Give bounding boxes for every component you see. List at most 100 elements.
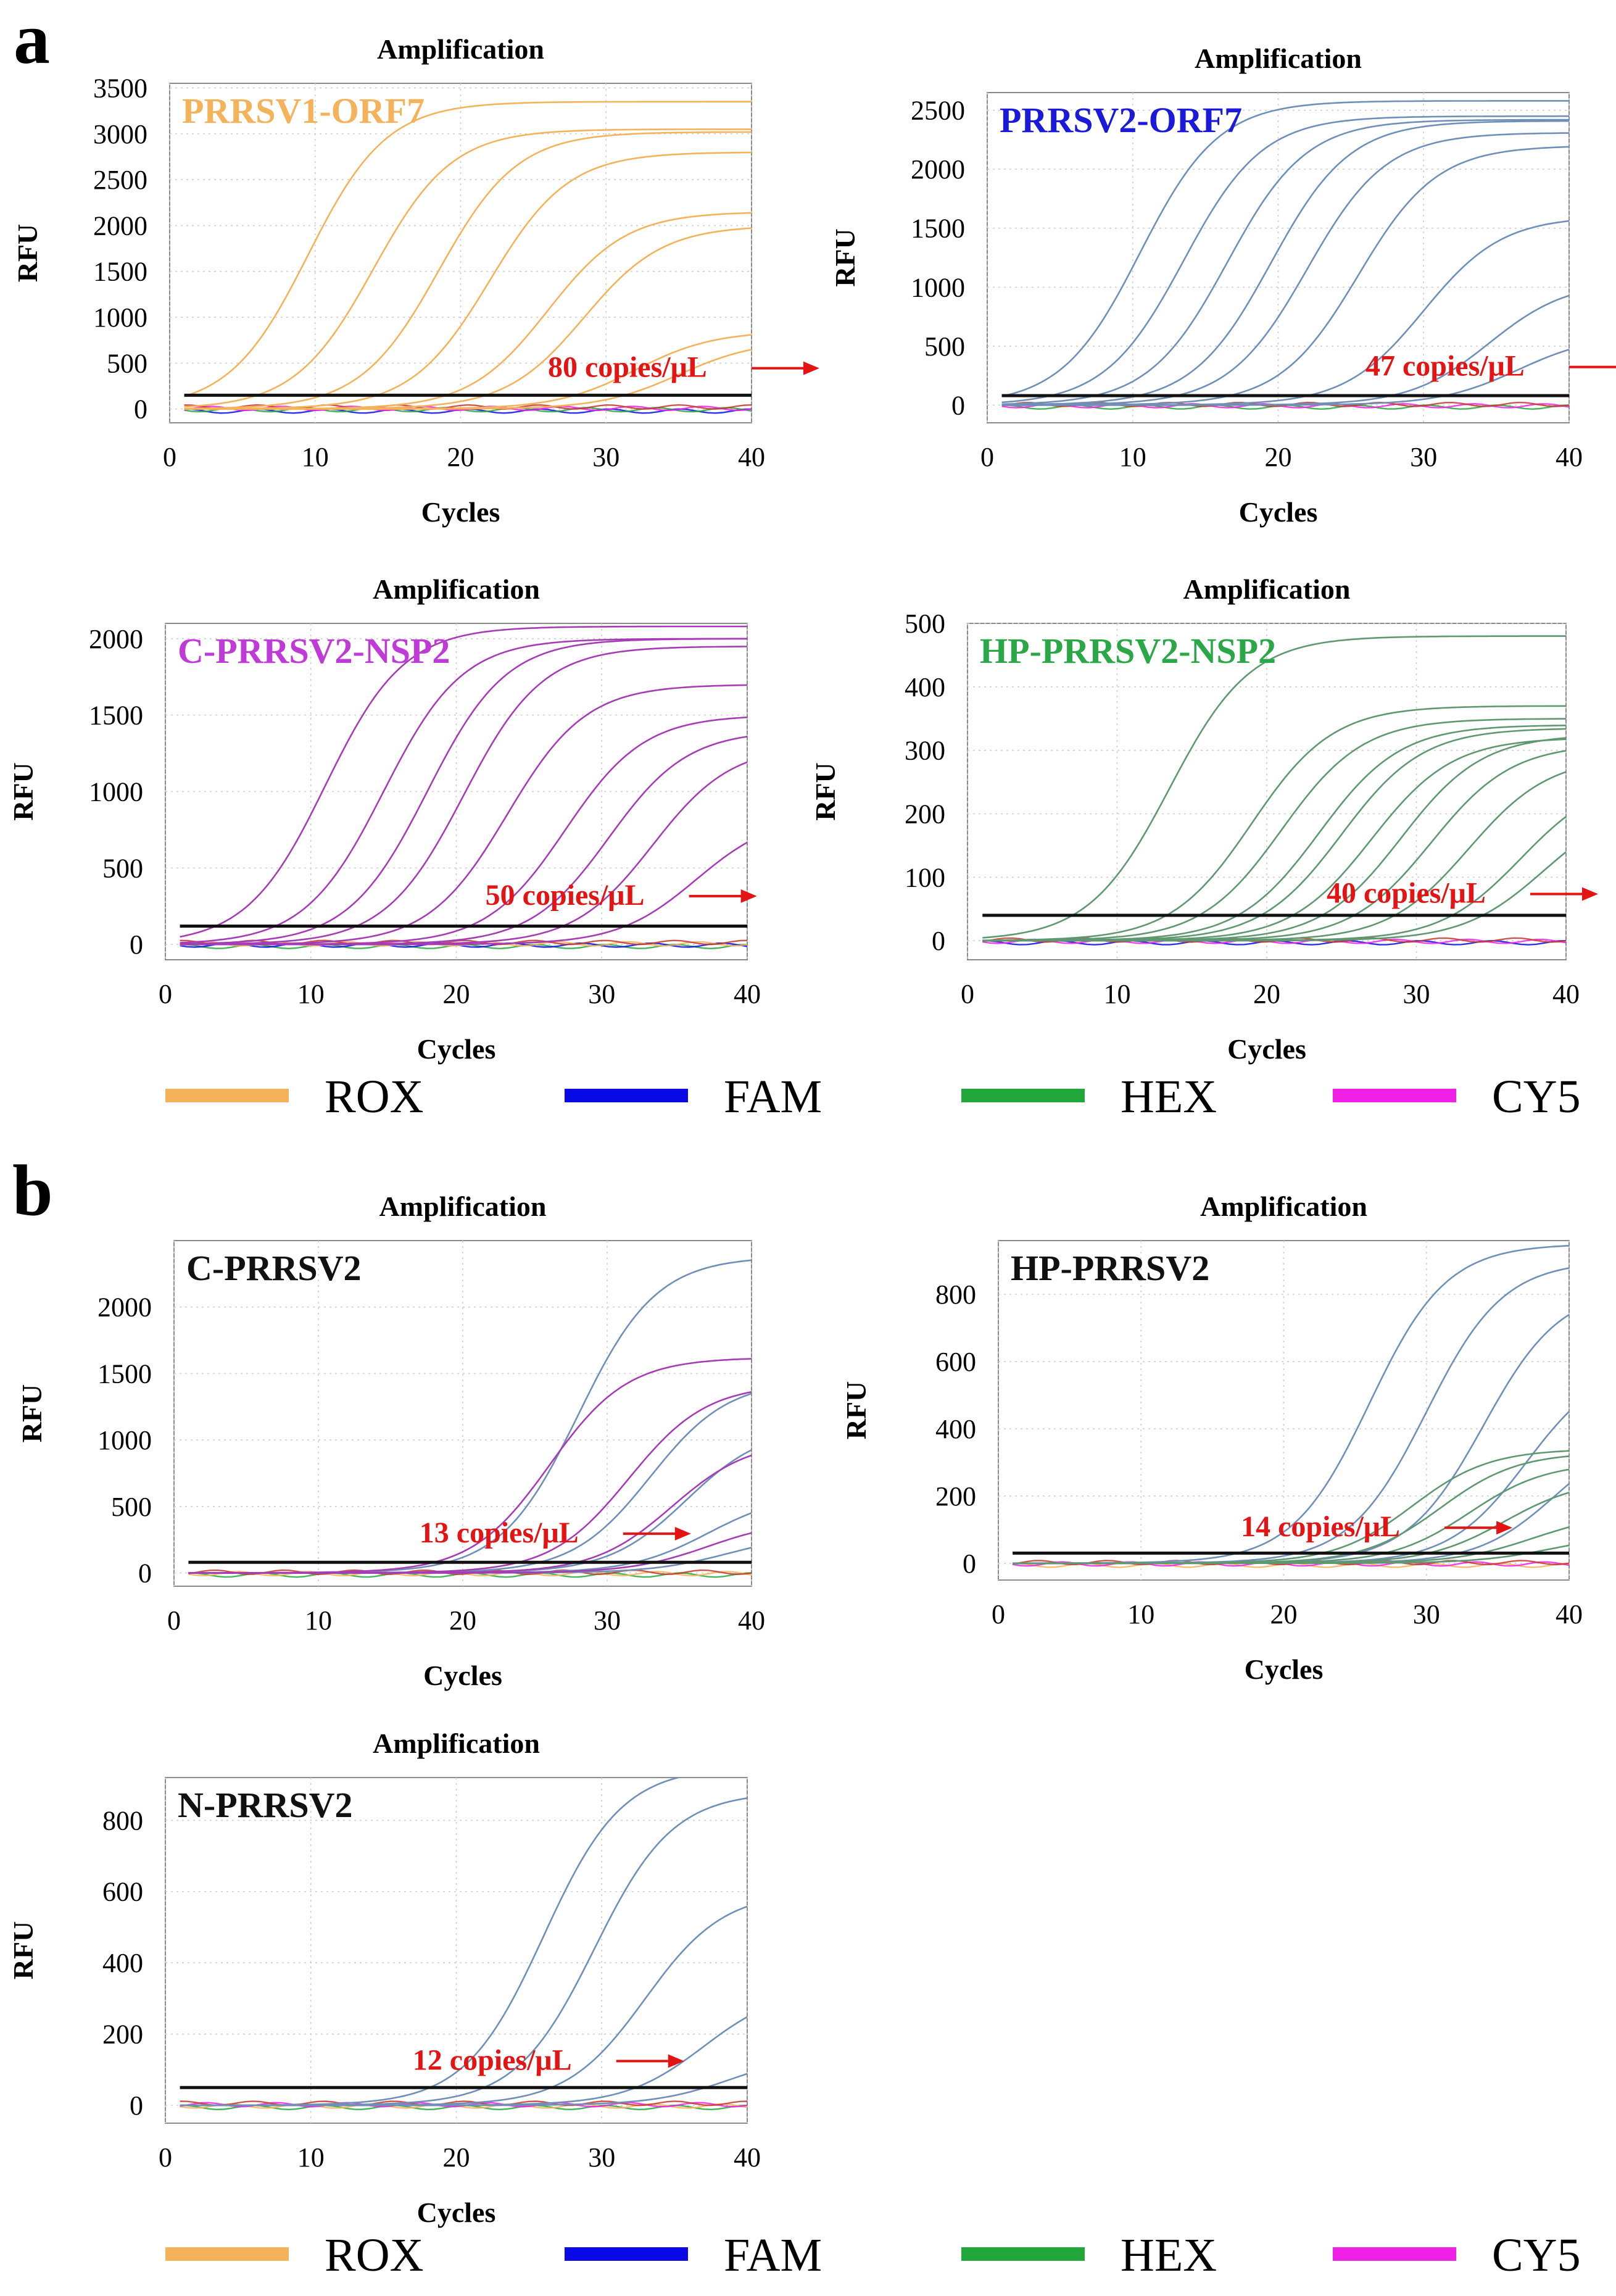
baseline-series [1012,1561,1569,1567]
amplification-curve-3 [982,718,1566,942]
legend-swatch-fam [565,2247,688,2261]
x-axis-label: Cycles [1239,496,1318,528]
annotation-arrow-head [1582,887,1598,901]
curve-group [184,101,752,414]
chart-a1: 0 10 20 30 40 0 500 1000 1500 2000 2500 3000 3500 Amp… [12,33,819,528]
x-tick-label: 0 [159,2142,172,2173]
y-tick-label: 0 [130,930,143,960]
amplification-curve-1 [180,625,747,938]
y-tick-label: 1500 [97,1358,152,1389]
panel-letter-b: b [12,1150,53,1231]
y-tick-label: 2000 [89,624,143,654]
detection-limit-annotation: 50 copies/μL [486,879,645,912]
y-tick-label: 3000 [93,119,147,149]
x-tick-label: 0 [980,442,994,472]
x-tick-label: 0 [167,1605,181,1636]
legend-swatch-rox [165,1089,289,1102]
chart-title: Amplification [1183,573,1351,605]
y-tick-label: 1500 [93,257,147,287]
y-tick-label: 500 [905,609,945,639]
amplification-curve-8 [184,349,752,410]
x-tick-label: 0 [163,442,176,472]
amplification-curve-5 [1001,132,1569,406]
x-tick-label: 30 [594,1605,621,1636]
x-tick-label: 10 [305,1605,332,1636]
chart-a3: 0 10 20 30 40 0 500 1000 1500 2000 Amplification Cy… [7,573,761,1065]
curve-group [180,625,747,950]
detection-limit-annotation: 14 copies/μL [1241,1510,1400,1543]
chart-title: Amplification [373,1728,540,1759]
x-tick-label: 20 [449,1605,476,1636]
x-axis-label: Cycles [423,1660,502,1691]
curve-group [180,1778,747,2111]
baseline-series [180,2100,747,2107]
legend-swatch-cy5 [1333,2247,1456,2261]
x-tick-label: 30 [1410,442,1437,472]
y-tick-label: 100 [905,862,945,892]
x-tick-label: 10 [297,979,325,1009]
x-tick-label: 10 [297,2142,325,2173]
amplification-curve-3 [180,638,747,945]
curve-group [1001,100,1569,410]
y-tick-label: 500 [111,1492,152,1522]
panel-letter-a: a [14,0,50,79]
chart-a4: 0 10 20 30 400100200300400500AmplificationCy… [810,573,1598,1065]
amplification-curve-3 [184,131,752,410]
amplification-curve-4 [184,151,752,410]
x-tick-label: 40 [738,1605,765,1636]
x-axis-label: Cycles [417,1033,496,1065]
y-tick-label: 400 [102,1948,143,1978]
y-tick-label: 200 [935,1481,976,1512]
x-tick-label: 40 [1556,442,1583,472]
chart-title: Amplification [377,33,544,65]
legend-swatch-hex [961,2247,1085,2261]
target-label: C-PRRSV2 [186,1248,362,1288]
x-tick-label: 20 [443,979,470,1009]
legend-b: ROX FAM HEX CY5 [165,2229,1581,2281]
x-tick-label: 30 [592,442,619,472]
y-tick-label: 800 [102,1805,143,1836]
chart-b1: 0 10 20 30 40 0 500 1000 1500 2000 Amplification Cy… [16,1191,765,1691]
x-axis-label: Cycles [1245,1653,1324,1685]
annotation-arrow-head [668,2054,684,2068]
y-tick-label: 0 [963,1549,976,1579]
x-tick-label: 20 [1265,442,1292,472]
target-label: PRRSV2-ORF7 [1000,100,1242,140]
chart-title: Amplification [373,573,540,605]
chart-b2: 0 10 20 30 400200400600800AmplificationCycle… [840,1191,1583,1685]
y-tick-label: 1500 [911,214,965,244]
target-label: C-PRRSV2-NSP2 [178,631,450,671]
x-tick-label: 0 [992,1599,1005,1629]
y-tick-label: 800 [935,1279,976,1310]
y-tick-label: 500 [107,348,147,378]
y-tick-label: 600 [935,1347,976,1377]
chart-b3: 0 10 20 30 400200400600800AmplificationCycle… [7,1728,761,2228]
x-tick-label: 10 [1104,979,1131,1009]
x-axis-label: Cycles [1227,1033,1306,1065]
y-axis-label: RFU [7,1921,39,1980]
amplification-curve-9 [180,841,747,946]
legend-swatch-cy5 [1333,1089,1456,1102]
x-tick-label: 0 [961,979,974,1009]
x-tick-label: 30 [1413,1599,1440,1629]
x-axis-label: Cycles [421,496,500,528]
x-tick-label: 20 [443,2142,470,2173]
curve-group [1012,1245,1569,1568]
detection-limit-annotation: 80 copies/μL [548,351,707,384]
y-tick-label: 1000 [93,302,147,333]
y-tick-label: 500 [924,331,965,362]
y-tick-label: 400 [935,1414,976,1444]
y-axis-label: RFU [840,1381,872,1440]
y-tick-label: 0 [138,1558,152,1588]
chart-title: Amplification [1200,1191,1367,1222]
legend-a: ROX FAM HEX CY5 [165,1071,1581,1123]
amplification-curve-9 [1001,349,1569,406]
legend-label-cy5: CY5 [1492,2229,1581,2281]
amplification-curve-1 [982,635,1566,939]
chart-a2: 0 10 20 30 40 0 500 1000 1500 2000 2500 Amplificati… [829,43,1616,528]
x-tick-label: 10 [1127,1599,1154,1629]
y-tick-label: 0 [951,390,965,420]
chart-title: Amplification [1195,43,1362,74]
legend-label-hex: HEX [1121,2229,1217,2281]
annotation-arrow-head [803,361,819,375]
